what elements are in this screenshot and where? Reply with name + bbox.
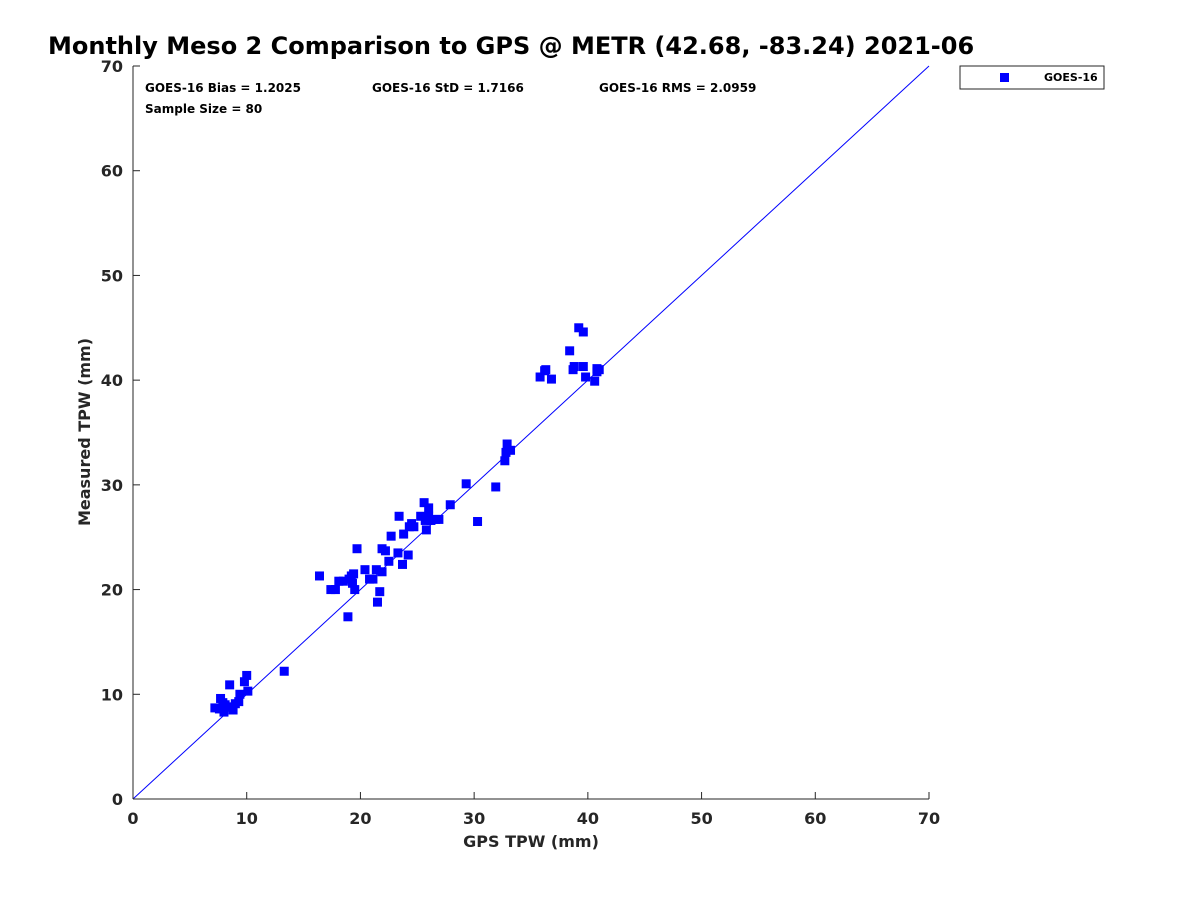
x-axis-label: GPS TPW (mm) [463,832,599,851]
data-point [491,482,501,492]
stat-std: GOES-16 StD = 1.7166 [372,81,524,95]
points-layer [210,323,604,717]
data-point [375,587,385,597]
data-point [424,503,434,513]
data-point [535,372,545,382]
data-point [243,686,253,696]
data-point [377,567,387,577]
data-point [461,479,471,489]
data-point [228,705,238,715]
data-point [546,374,556,384]
data-point [235,689,245,699]
data-point [403,550,413,560]
data-point [380,546,390,556]
y-tick-label: 40 [101,371,123,390]
data-point [225,680,235,690]
y-tick-label: 0 [112,790,123,809]
data-point [352,544,362,554]
data-point [445,500,455,510]
data-point [314,571,324,581]
data-point [419,498,429,508]
y-tick-label: 50 [101,266,123,285]
data-point [338,576,348,586]
data-point [540,366,550,376]
data-point [565,346,575,356]
data-point [502,439,512,449]
data-point [590,376,600,386]
x-tick-label: 0 [127,809,138,828]
data-point [210,703,220,713]
data-point [350,585,360,595]
data-point [581,372,591,382]
legend-marker-goes16 [1000,73,1009,82]
data-point [578,327,588,337]
data-point [574,323,584,333]
legend-box [959,65,1105,90]
data-point [386,531,396,541]
data-point [501,447,511,457]
y-tick-label: 60 [101,162,123,181]
legend: GOES-16 [959,65,1105,90]
data-point [426,515,436,525]
data-point [234,697,244,707]
reference-line-layer [132,65,930,800]
data-point [569,362,579,372]
data-point [371,565,381,575]
data-point [416,511,426,521]
y-tick-label: 20 [101,581,123,600]
data-point [372,597,382,607]
data-point [500,456,510,466]
data-point [343,612,353,622]
y-tick-label: 10 [101,685,123,704]
y-tick-label: 30 [101,476,123,495]
data-point [347,578,357,588]
x-tick-label: 40 [577,809,599,828]
data-point [384,556,394,566]
data-point [578,362,588,372]
data-point [242,670,252,680]
legend-label-goes16: GOES-16 [1044,71,1098,84]
data-point [360,565,370,575]
data-point [239,677,249,687]
y-axis-label: Measured TPW (mm) [75,338,94,526]
data-point [506,445,516,455]
data-point [279,666,289,676]
x-tick-label: 20 [349,809,371,828]
data-point [421,525,431,535]
data-point [434,514,444,524]
y-ticks: 0 10 20 30 40 50 60 70 [101,57,140,809]
data-point [393,548,403,558]
data-point [222,702,232,712]
data-point [334,576,344,586]
stat-sample-size: Sample Size = 80 [145,102,262,116]
x-tick-label: 30 [463,809,485,828]
data-point [326,585,336,595]
x-tick-label: 50 [690,809,712,828]
data-point [349,569,359,579]
data-point [398,559,408,569]
x-tick-label: 60 [804,809,826,828]
data-point [330,585,340,595]
data-point [409,522,419,532]
data-point [214,704,224,714]
data-point [394,511,404,521]
x-ticks: 0 10 20 30 40 50 60 70 [127,792,940,828]
data-point [368,574,378,584]
data-point [473,517,483,527]
one-to-one-line [132,65,930,800]
data-point [399,529,409,539]
stat-bias: GOES-16 Bias = 1.2025 [145,81,301,95]
chart-title: Monthly Meso 2 Comparison to GPS @ METR … [48,32,974,60]
data-point [592,364,602,374]
data-point [219,707,229,717]
stat-rms: GOES-16 RMS = 2.0959 [599,81,756,95]
x-tick-label: 10 [236,809,258,828]
x-tick-label: 70 [918,809,940,828]
y-tick-label: 70 [101,57,123,76]
